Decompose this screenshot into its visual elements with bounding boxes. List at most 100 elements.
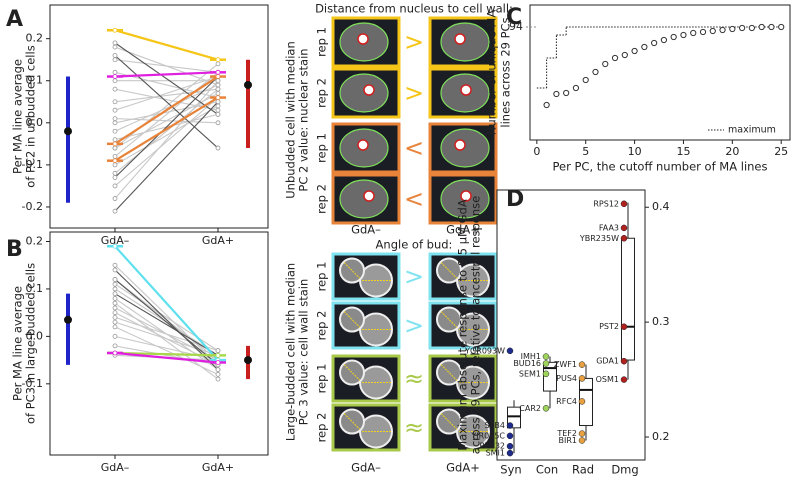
row-label: rep 1 — [315, 262, 329, 292]
point — [578, 437, 586, 444]
y-tick-label: 0.4 — [652, 200, 670, 213]
point — [641, 43, 648, 51]
x-tick-label: 5 — [582, 145, 589, 158]
series-line — [114, 76, 219, 111]
axis-label: across 29 PCs, relative to ancestral res… — [469, 196, 483, 454]
box — [621, 237, 635, 361]
series-point — [112, 281, 118, 287]
series-point — [112, 324, 118, 330]
point — [542, 360, 550, 367]
axis-label: Per MA line average — [11, 59, 25, 174]
axis-mark — [343, 413, 361, 430]
series-point — [215, 371, 221, 377]
point — [542, 370, 550, 378]
row-label: rep 1 — [315, 364, 329, 394]
point — [578, 375, 586, 382]
series-point — [112, 208, 118, 214]
point-label: PST2 — [599, 322, 619, 331]
comparison-symbol: < — [404, 185, 424, 213]
comparison-symbol: > — [404, 28, 424, 56]
series-point — [215, 360, 221, 365]
series-point — [112, 116, 118, 122]
series-point — [112, 74, 118, 79]
series-point — [112, 196, 118, 201]
plot-frame — [49, 231, 269, 456]
point-label: ZWF1 — [554, 360, 577, 369]
series-point — [215, 352, 221, 358]
series-line — [114, 97, 219, 187]
point-label: IMH1 — [521, 352, 541, 361]
series-line — [114, 335, 219, 361]
series-point — [112, 86, 118, 92]
plot-frame — [496, 189, 646, 461]
series-line — [114, 55, 219, 149]
point — [768, 23, 775, 31]
series-point — [112, 315, 118, 320]
point — [602, 60, 609, 68]
series-point — [112, 305, 118, 311]
x-tick-label: GdA+ — [202, 234, 234, 247]
x-tick-label: 0 — [533, 145, 540, 158]
x-tick-label: Con — [536, 463, 558, 477]
axis-label: Maximum absolute response to 8.5 µM GdA — [456, 199, 470, 451]
series-line — [114, 71, 219, 78]
comparison-symbol: ≈ — [404, 414, 424, 442]
series-line — [114, 118, 219, 124]
axis-label: Per MA line average — [11, 286, 25, 401]
axis-mark — [440, 413, 458, 430]
series-line — [114, 264, 219, 366]
nucleus — [460, 190, 472, 202]
point — [620, 376, 628, 383]
panel-letter: C — [506, 5, 522, 30]
x-tick-label: 25 — [774, 145, 788, 158]
point-label: SEM1 — [519, 369, 541, 378]
point — [670, 33, 677, 41]
comparison-symbol: > — [404, 79, 424, 107]
series-line — [114, 63, 219, 149]
panel-title: Angle of bud: — [376, 238, 453, 252]
summary-point — [244, 356, 252, 365]
summary-point — [64, 315, 72, 324]
series-line — [114, 302, 219, 380]
series-point — [215, 348, 221, 354]
series-point — [215, 74, 221, 79]
y-tick-label: 0.1 — [26, 282, 44, 295]
point — [729, 25, 736, 33]
series-point — [112, 286, 118, 292]
column-label: GdA+ — [446, 223, 480, 237]
box — [543, 361, 557, 392]
series-point — [112, 120, 118, 126]
nucleus — [357, 33, 369, 45]
nucleus — [363, 190, 375, 202]
point — [620, 224, 628, 232]
series-point — [112, 154, 118, 159]
y-tick-label: 0.2 — [652, 430, 670, 443]
series-line — [114, 351, 219, 364]
point-label: YBR235W — [579, 234, 619, 243]
panel-letter: D — [506, 187, 524, 212]
series-point — [112, 137, 118, 143]
series-point — [112, 310, 118, 316]
series-point — [112, 128, 118, 134]
series-point — [112, 141, 118, 147]
series-point — [112, 243, 118, 249]
point — [578, 398, 586, 405]
row-label: rep 2 — [315, 311, 329, 341]
comparison-symbol: ≈ — [404, 365, 424, 393]
series-line — [114, 88, 219, 103]
series-point — [215, 103, 221, 109]
x-tick-label: Rad — [572, 463, 594, 477]
series-point — [215, 120, 221, 126]
point — [651, 39, 658, 47]
point-label: RFC4 — [556, 397, 577, 406]
point — [553, 90, 560, 98]
point — [506, 422, 514, 429]
point — [592, 68, 599, 76]
point — [611, 54, 619, 62]
point-label: TEF2 — [556, 429, 577, 438]
point-label: PUS4 — [556, 374, 577, 383]
x-tick-label: GdA+ — [202, 461, 234, 474]
y-tick-label: 0.2 — [26, 234, 44, 247]
series-line — [114, 351, 219, 357]
series-point — [215, 99, 221, 105]
